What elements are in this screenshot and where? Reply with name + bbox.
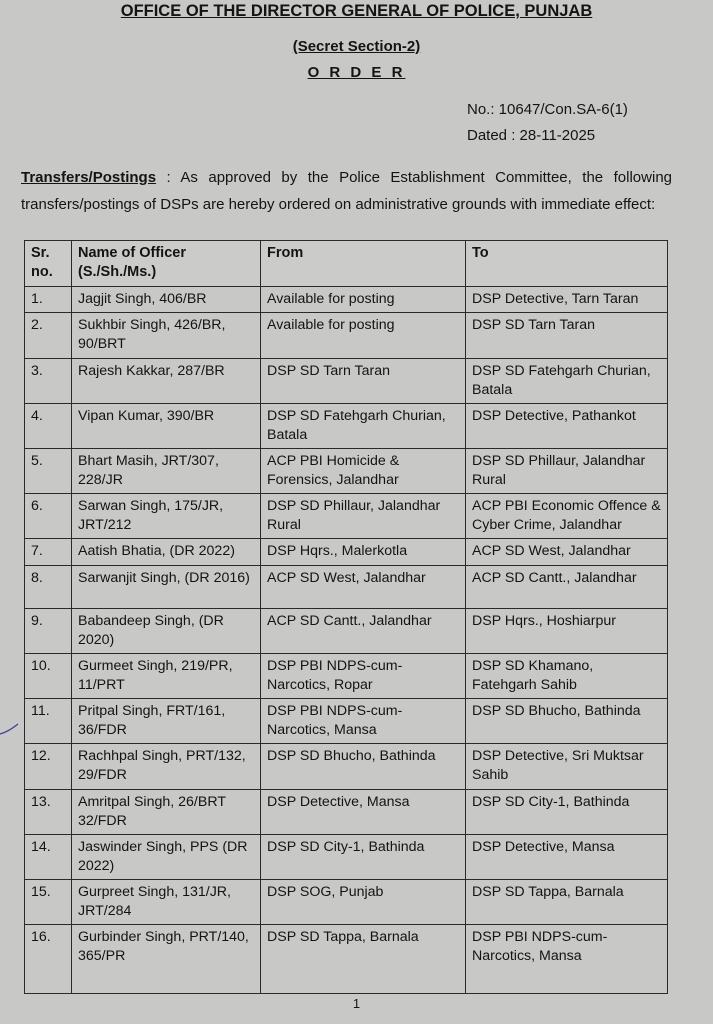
- cell-from: Available for posting: [260, 312, 466, 359]
- cell-sr-no: 13.: [24, 789, 72, 835]
- table-row: 8. Sarwanjit Singh, (DR 2016) ACP SD West,…: [24, 565, 668, 609]
- cell-from: DSP SD Phillaur, Jalandhar Rural: [260, 493, 466, 539]
- pen-mark-icon: [0, 723, 19, 735]
- cell-from: Available for posting: [260, 286, 466, 313]
- cell-sr-no: 3.: [24, 358, 72, 404]
- cell-officer-name: Pritpal Singh, FRT/161, 36/FDR: [71, 698, 261, 744]
- table-row: 15. Gurpreet Singh, 131/JR, JRT/284 DSP SO…: [24, 879, 668, 925]
- table-row: 12. Rachhpal Singh, PRT/132, 29/FDR DSP SD…: [24, 743, 668, 790]
- cell-from: DSP SOG, Punjab: [260, 879, 466, 925]
- cell-sr-no: 12.: [24, 743, 72, 790]
- cell-sr-no: 7.: [24, 538, 72, 566]
- table-row: 5. Bhart Masih, JRT/307, 228/JR ACP PBI Ho…: [24, 448, 668, 494]
- cell-to: DSP SD Phillaur, Jalandhar Rural: [465, 448, 668, 494]
- cell-from: DSP SD City-1, Bathinda: [260, 834, 466, 880]
- cell-from: DSP SD Tappa, Barnala: [260, 924, 466, 994]
- table-row: 6. Sarwan Singh, 175/JR, JRT/212 DSP SD Ph…: [24, 493, 668, 539]
- cell-to: ACP SD West, Jalandhar: [465, 538, 668, 566]
- cell-sr-no: 15.: [24, 879, 72, 925]
- cell-to: DSP SD Tappa, Barnala: [465, 879, 668, 925]
- cell-officer-name: Sarwan Singh, 175/JR, JRT/212: [71, 493, 261, 539]
- cell-sr-no: 11.: [24, 698, 72, 744]
- cell-to: DSP Detective, Sri Muktsar Sahib: [465, 743, 668, 790]
- intro-text: : As approved by the Police Establishmen…: [21, 169, 672, 213]
- cell-sr-no: 2.: [24, 312, 72, 359]
- cell-to: ACP PBI Economic Offence & Cyber Crime, …: [465, 493, 668, 539]
- cell-officer-name: Bhart Masih, JRT/307, 228/JR: [71, 448, 261, 494]
- cell-sr-no: 4.: [24, 403, 72, 449]
- cell-sr-no: 6.: [24, 493, 72, 539]
- col-officer-name: Name of Officer (S./Sh./Ms.): [71, 240, 261, 287]
- intro-paragraph: Transfers/Postings : As approved by the …: [21, 164, 672, 218]
- col-to: To: [465, 240, 668, 287]
- cell-from: DSP SD Bhucho, Bathinda: [260, 743, 466, 790]
- cell-to: DSP SD City-1, Bathinda: [465, 789, 668, 835]
- cell-sr-no: 14.: [24, 834, 72, 880]
- table-row: 11. Pritpal Singh, FRT/161, 36/FDR DSP PBI…: [24, 698, 668, 744]
- order-date: Dated : 28-11-2025: [467, 127, 596, 144]
- cell-officer-name: Vipan Kumar, 390/BR: [71, 403, 261, 449]
- table-row: 10. Gurmeet Singh, 219/PR, 11/PRT DSP PBI …: [24, 653, 668, 699]
- cell-officer-name: Aatish Bhatia, (DR 2022): [71, 538, 261, 566]
- office-heading: OFFICE OF THE DIRECTOR GENERAL OF POLICE…: [120, 2, 593, 20]
- table-row: 13. Amritpal Singh, 26/BRT 32/FDR DSP Dete…: [24, 789, 668, 835]
- cell-to: DSP Hqrs., Hoshiarpur: [465, 608, 668, 654]
- cell-officer-name: Gurbinder Singh, PRT/140, 365/PR: [71, 924, 261, 994]
- cell-from: DSP Detective, Mansa: [260, 789, 466, 835]
- cell-to: DSP SD Khamano, Fatehgarh Sahib: [465, 653, 668, 699]
- order-title: O R D E R: [307, 64, 406, 81]
- table-row: 2. Sukhbir Singh, 426/BR, 90/BRT Available…: [24, 312, 668, 359]
- page-number: 1: [352, 996, 361, 1011]
- table-row: 7. Aatish Bhatia, (DR 2022) DSP Hqrs., Mal…: [24, 538, 668, 566]
- cell-sr-no: 10.: [24, 653, 72, 699]
- table-row: 1. Jagjit Singh, 406/BR Available for post…: [24, 286, 668, 313]
- cell-to: DSP Detective, Mansa: [465, 834, 668, 880]
- cell-from: DSP PBI NDPS-cum-Narcotics, Mansa: [260, 698, 466, 744]
- cell-sr-no: 9.: [24, 608, 72, 654]
- cell-officer-name: Gurmeet Singh, 219/PR, 11/PRT: [71, 653, 261, 699]
- cell-to: DSP SD Fatehgarh Churian, Batala: [465, 358, 668, 404]
- transfers-table: Sr. no. Name of Officer (S./Sh./Ms.) Fro…: [24, 240, 668, 994]
- cell-from: ACP PBI Homicide & Forensics, Jalandhar: [260, 448, 466, 494]
- cell-from: DSP PBI NDPS-cum-Narcotics, Ropar: [260, 653, 466, 699]
- col-from: From: [260, 240, 466, 287]
- cell-to: DSP SD Tarn Taran: [465, 312, 668, 359]
- cell-officer-name: Babandeep Singh, (DR 2020): [71, 608, 261, 654]
- cell-to: DSP Detective, Pathankot: [465, 403, 668, 449]
- cell-officer-name: Amritpal Singh, 26/BRT 32/FDR: [71, 789, 261, 835]
- table-row: 4. Vipan Kumar, 390/BR DSP SD Fatehgarh Ch…: [24, 403, 668, 449]
- cell-officer-name: Sukhbir Singh, 426/BR, 90/BRT: [71, 312, 261, 359]
- cell-to: DSP SD Bhucho, Bathinda: [465, 698, 668, 744]
- table-header-row: Sr. no. Name of Officer (S./Sh./Ms.) Fro…: [24, 240, 668, 287]
- table-row: 3. Rajesh Kakkar, 287/BR DSP SD Tarn Taran…: [24, 358, 668, 404]
- col-sr-no: Sr. no.: [24, 240, 72, 287]
- table-row: 9. Babandeep Singh, (DR 2020) ACP SD Cantt…: [24, 608, 668, 654]
- cell-to: DSP PBI NDPS-cum-Narcotics, Mansa: [465, 924, 668, 994]
- cell-officer-name: Rachhpal Singh, PRT/132, 29/FDR: [71, 743, 261, 790]
- cell-sr-no: 8.: [24, 565, 72, 609]
- cell-from: ACP SD Cantt., Jalandhar: [260, 608, 466, 654]
- cell-officer-name: Jagjit Singh, 406/BR: [71, 286, 261, 313]
- cell-sr-no: 1.: [24, 286, 72, 313]
- cell-officer-name: Gurpreet Singh, 131/JR, JRT/284: [71, 879, 261, 925]
- order-number: No.: 10647/Con.SA-6(1): [467, 101, 628, 118]
- section-heading: (Secret Section-2): [292, 38, 421, 55]
- cell-sr-no: 16.: [24, 924, 72, 994]
- table-row: 14. Jaswinder Singh, PPS (DR 2022) DSP SD …: [24, 834, 668, 880]
- cell-officer-name: Rajesh Kakkar, 287/BR: [71, 358, 261, 404]
- cell-to: ACP SD Cantt., Jalandhar: [465, 565, 668, 609]
- cell-sr-no: 5.: [24, 448, 72, 494]
- cell-from: DSP SD Fatehgarh Churian, Batala: [260, 403, 466, 449]
- cell-officer-name: Sarwanjit Singh, (DR 2016): [71, 565, 261, 609]
- cell-from: ACP SD West, Jalandhar: [260, 565, 466, 609]
- cell-officer-name: Jaswinder Singh, PPS (DR 2022): [71, 834, 261, 880]
- cell-from: DSP SD Tarn Taran: [260, 358, 466, 404]
- cell-from: DSP Hqrs., Malerkotla: [260, 538, 466, 566]
- intro-label: Transfers/Postings: [21, 169, 157, 186]
- table-row: 16. Gurbinder Singh, PRT/140, 365/PR DSP S…: [24, 924, 668, 994]
- cell-to: DSP Detective, Tarn Taran: [465, 286, 668, 313]
